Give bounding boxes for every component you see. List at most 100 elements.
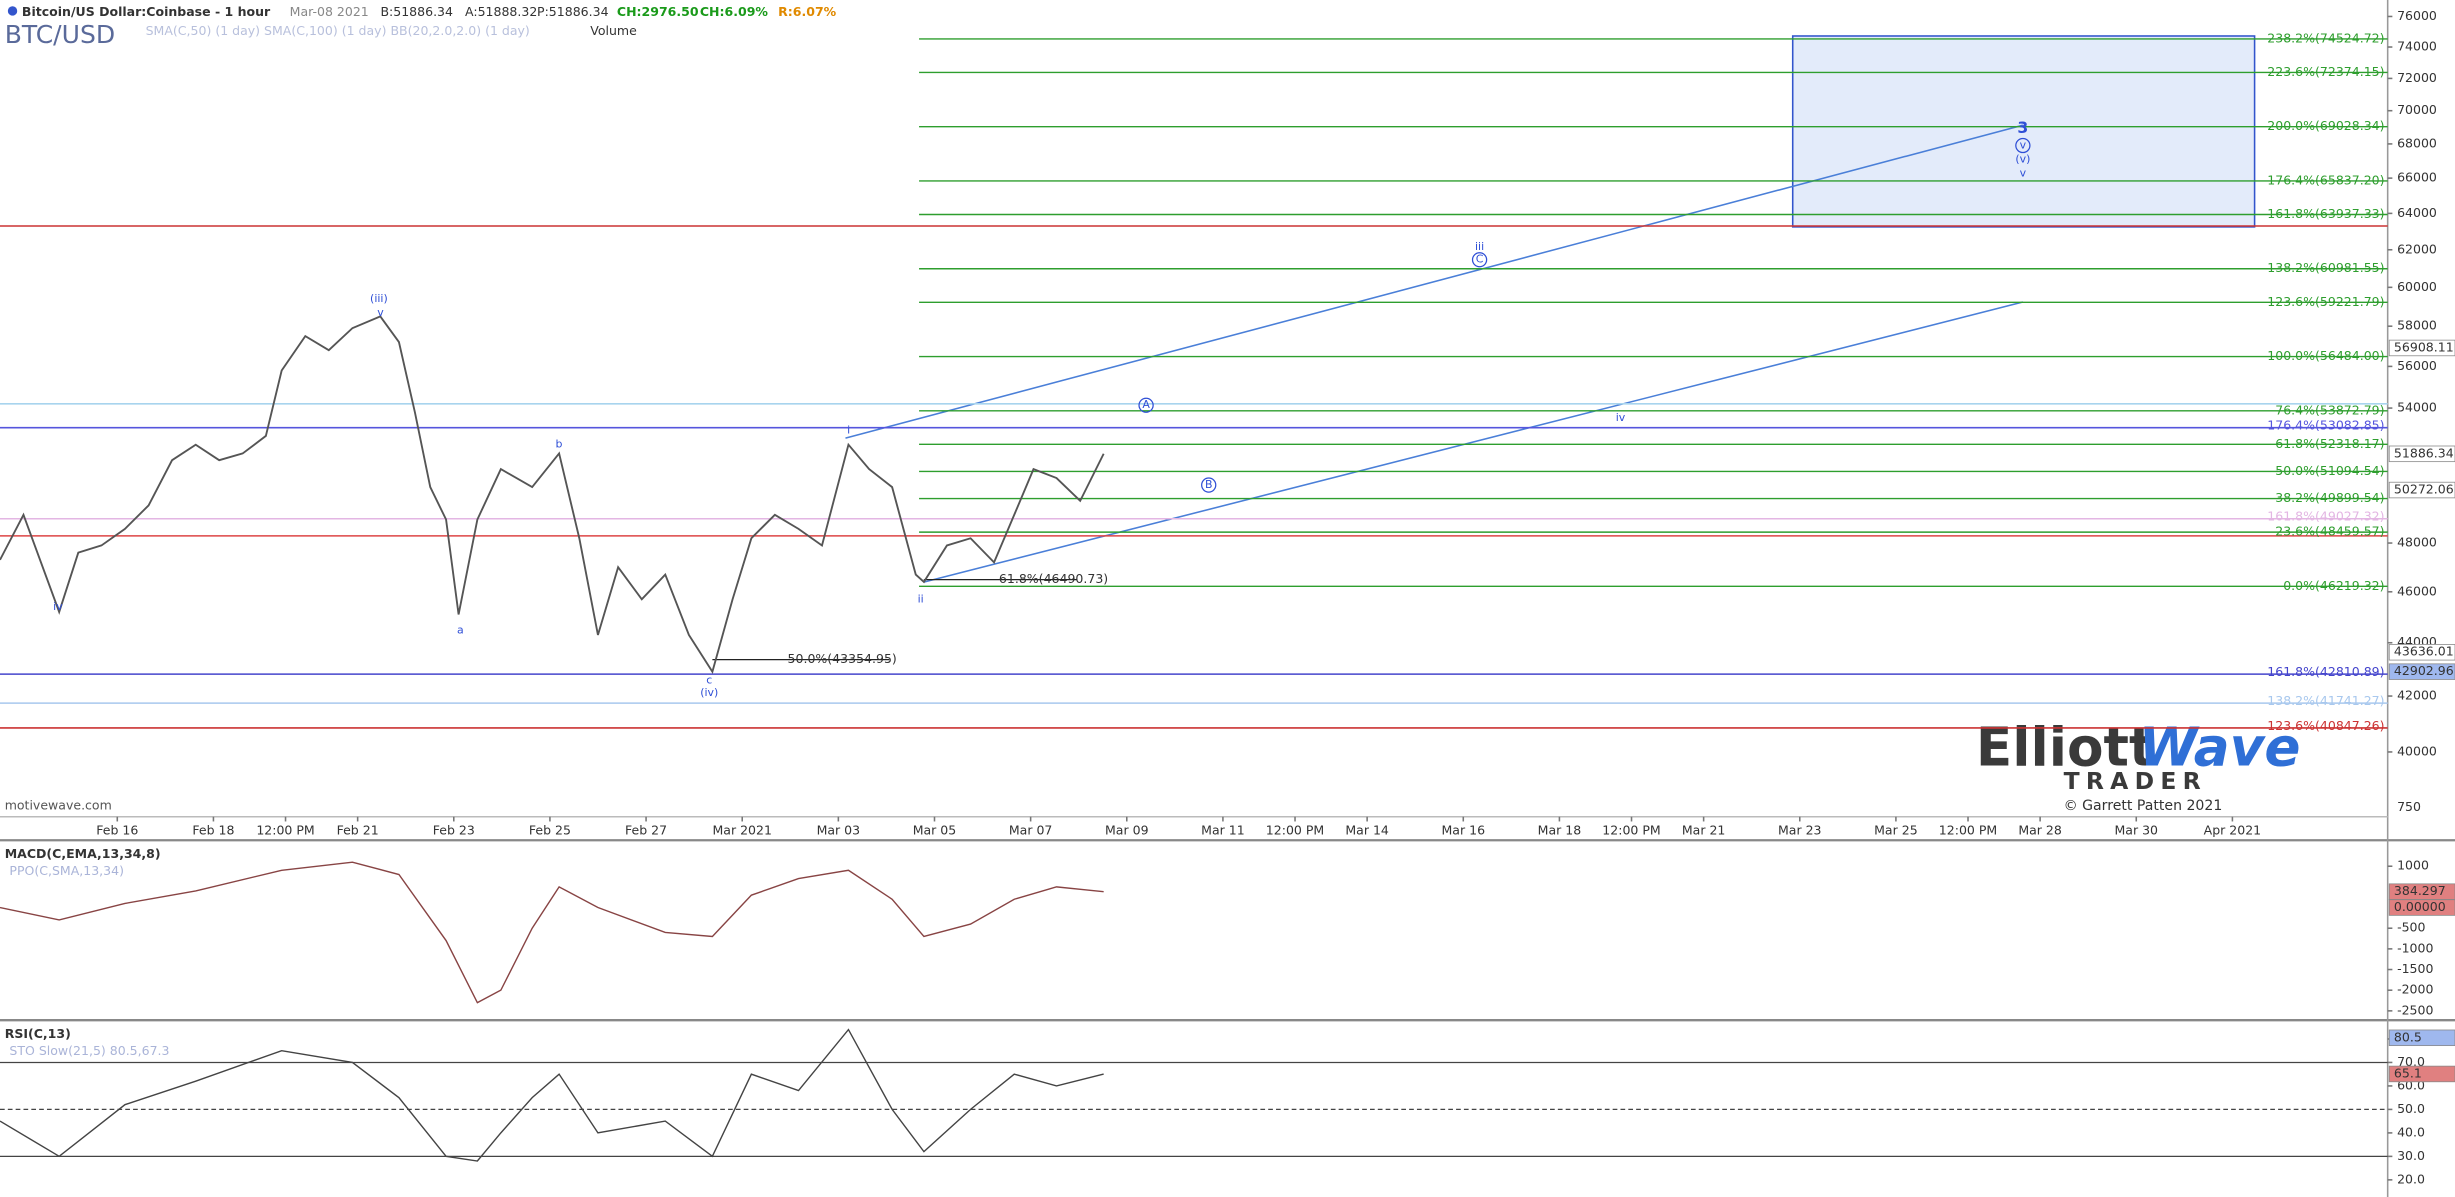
price-tag	[2388, 445, 2455, 463]
level-label: 123.6%(40847.26)	[2267, 718, 2384, 733]
wave-label: i	[847, 423, 850, 436]
level-label: 138.2%(41741.27)	[2267, 693, 2384, 708]
header: Bitcoin/US Dollar:Coinbase - 1 hour Mar-…	[5, 4, 837, 49]
y-tick-label: 74000	[2397, 39, 2437, 54]
watermark: motivewave.com	[5, 797, 112, 812]
fib-label: 238.2%(74524.72)	[2267, 30, 2384, 45]
price-tag-label: 51886.34	[2394, 445, 2454, 460]
y-tick-label: 30.0	[2397, 1148, 2425, 1163]
y-tick-label: -1500	[2397, 961, 2433, 976]
fib-label: 138.2%(60981.55)	[2267, 260, 2384, 275]
y-tick-label: 62000	[2397, 241, 2437, 256]
x-tick-label: Mar 2021	[712, 822, 771, 837]
wave-label: A	[1142, 398, 1150, 411]
x-tick-label: Mar 21	[1682, 822, 1726, 837]
y-tick-label: 70000	[2397, 102, 2437, 117]
wave-label: v	[2020, 139, 2027, 152]
y-tick-label: 1000	[2397, 858, 2429, 873]
annotation-label: 50.0%(43354.95)	[788, 651, 897, 666]
level-label: 161.8%(42810.89)	[2267, 664, 2384, 679]
price-line	[0, 1028, 1104, 1162]
y-tick-label: 58000	[2397, 318, 2437, 333]
price-tag-label: 42902.96	[2394, 663, 2454, 678]
x-tick-label: Mar 14	[1345, 822, 1389, 837]
logo: Elliott Wave TRADER © Garrett Patten 202…	[1976, 717, 2301, 814]
x-tick-label: 12:00 PM	[1602, 822, 1660, 837]
symbol-dot	[7, 6, 18, 16]
y-tick-label: 54000	[2397, 400, 2437, 415]
x-tick-label: Mar 30	[2114, 822, 2158, 837]
level-label: 176.4%(53082.85)	[2267, 418, 2384, 433]
header-bid: B:51886.34	[380, 4, 453, 19]
price-tag	[2388, 339, 2455, 357]
y-tick-label: -2000	[2397, 982, 2433, 997]
header-date: Mar-08 2021	[290, 4, 369, 19]
wave-label: iv	[53, 600, 63, 613]
x-tick-label: 12:00 PM	[1939, 822, 1997, 837]
x-tick-label: Feb 21	[337, 822, 379, 837]
y-tick-label: 40000	[2397, 743, 2437, 758]
x-tick-label: Mar 25	[1874, 822, 1918, 837]
price-tag-label: 50272.06	[2394, 482, 2454, 497]
x-tick-label: Feb 23	[433, 822, 475, 837]
wave-label: b	[555, 437, 562, 450]
x-tick-label: Mar 03	[817, 822, 861, 837]
price-tag	[2388, 1029, 2455, 1047]
y-tick-label: 66000	[2397, 170, 2437, 185]
header-price: P:51886.34	[537, 4, 609, 19]
price-tag-label: 0.00000	[2394, 899, 2446, 914]
wave-label: iii	[1475, 240, 1484, 253]
price-tag-label: 65.1	[2394, 1065, 2422, 1080]
wave-circle	[2015, 137, 2031, 154]
y-tick-label: 70.0	[2397, 1054, 2425, 1069]
price-line	[0, 315, 1105, 675]
wave-label: ii	[918, 592, 924, 605]
wave-label: v	[2020, 167, 2027, 180]
symbol: BTC/USD	[5, 20, 115, 49]
y-tick-label: -1000	[2397, 940, 2433, 955]
fib-label: 123.6%(59221.79)	[2267, 294, 2384, 309]
fib-label: 161.8%(63937.33)	[2267, 206, 2384, 221]
fib-label: 0.0%(46219.32)	[2283, 578, 2384, 593]
panel-title: RSI(C,13)	[5, 1026, 71, 1041]
panel-subtitle: PPO(C,SMA,13,34)	[9, 863, 124, 878]
price-tag-label: 80.5	[2394, 1029, 2422, 1044]
x-tick-label: Mar 18	[1538, 822, 1582, 837]
y-tick-label: 42000	[2397, 688, 2437, 703]
y-tick-label: -500	[2397, 920, 2425, 935]
copyright: © Garrett Patten 2021	[2064, 798, 2223, 814]
logo-text: Wave	[2139, 717, 2301, 779]
wave-label: a	[457, 624, 464, 637]
x-tick-label: Apr 2021	[2204, 822, 2262, 837]
y-tick-label: 56000	[2397, 358, 2437, 373]
fib-label: 223.6%(72374.15)	[2267, 64, 2384, 79]
x-tick-label: Mar 23	[1778, 822, 1822, 837]
panel-subtitle: STO Slow(21,5) 80.5,67.3	[9, 1043, 169, 1058]
y-tick-label: 64000	[2397, 205, 2437, 220]
x-tick-label: Feb 27	[625, 822, 667, 837]
x-tick-label: Feb 16	[96, 822, 138, 837]
header-ask: A:51888.32	[465, 4, 537, 19]
wave-label: B	[1205, 478, 1213, 491]
price-tag-label: 384.297	[2394, 883, 2446, 898]
chart-title: Bitcoin/US Dollar:Coinbase - 1 hour	[22, 4, 271, 19]
y-tick-label: 76000	[2397, 8, 2437, 23]
y-tick-label: 68000	[2397, 135, 2437, 150]
price-line	[0, 861, 1104, 1004]
target-zone	[1791, 35, 2256, 228]
trend-line	[845, 124, 2024, 439]
y-tick-label: 72000	[2397, 70, 2437, 85]
logo-text: TRADER	[2064, 767, 2207, 795]
wave-circle	[1471, 252, 1488, 268]
x-tick-label: Mar 07	[1009, 822, 1053, 837]
x-tick-label: Mar 28	[2018, 822, 2062, 837]
x-tick-label: 12:00 PM	[1266, 822, 1324, 837]
wave-label: c	[706, 674, 712, 687]
studies: SMA(C,50) (1 day) SMA(C,100) (1 day) BB(…	[146, 23, 530, 38]
header-range: R:6.07%	[778, 4, 837, 19]
price-tag	[2388, 644, 2455, 661]
x-tick-label: Mar 16	[1442, 822, 1486, 837]
